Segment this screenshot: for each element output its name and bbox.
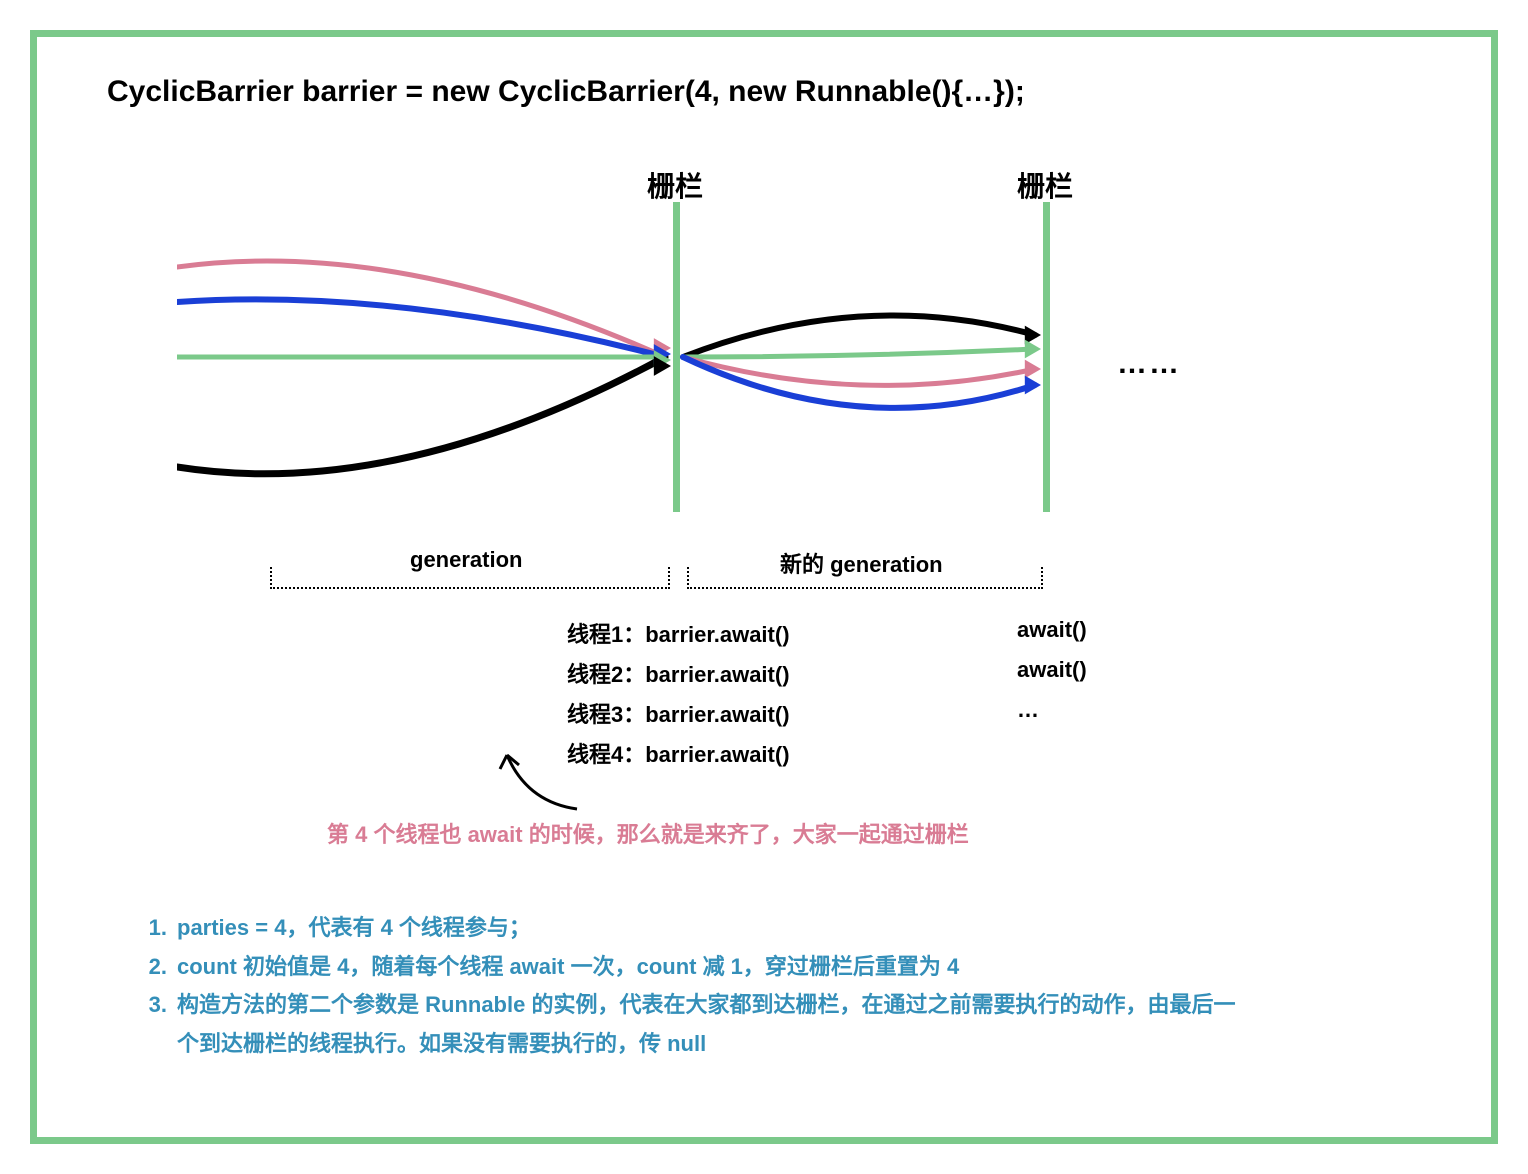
explanation-text: 构造方法的第二个参数是 Runnable 的实例，代表在大家都到达栅栏，在通过之… bbox=[177, 986, 1237, 1063]
barrier-label-1: 栅栏 bbox=[647, 165, 703, 205]
thread-await-row: 线程1：barrier.await() bbox=[567, 617, 790, 649]
explanation-list: 1.parties = 4，代表有 4 个线程参与；2.count 初始值是 4… bbox=[137, 909, 1237, 1063]
explanation-number: 3. bbox=[137, 986, 177, 1063]
explanation-item: 2.count 初始值是 4，随着每个线程 await 一次，count 减 1… bbox=[137, 948, 1237, 987]
await-col2-item: … bbox=[1017, 697, 1039, 723]
explanation-number: 2. bbox=[137, 948, 177, 987]
thread-await-row: 线程4：barrier.await() bbox=[567, 737, 790, 769]
note-arrow bbox=[497, 747, 587, 817]
explanation-number: 1. bbox=[137, 909, 177, 948]
thread-await-row: 线程2：barrier.await() bbox=[567, 657, 790, 689]
generation-label-2: 新的 generation bbox=[780, 547, 943, 579]
await-col2-item: await() bbox=[1017, 657, 1087, 683]
await-col2-item: await() bbox=[1017, 617, 1087, 643]
diagram-frame: CyclicBarrier barrier = new CyclicBarrie… bbox=[30, 30, 1498, 1144]
generation-label-1: generation bbox=[410, 547, 522, 573]
thread-await-row: 线程3：barrier.await() bbox=[567, 697, 790, 729]
explanation-text: count 初始值是 4，随着每个线程 await 一次，count 减 1，穿… bbox=[177, 948, 1237, 987]
explanation-text: parties = 4，代表有 4 个线程参与； bbox=[177, 909, 1237, 948]
barrier-label-2: 栅栏 bbox=[1017, 165, 1073, 205]
thread-curves-diagram bbox=[177, 207, 1097, 507]
code-title: CyclicBarrier barrier = new CyclicBarrie… bbox=[107, 75, 1025, 109]
explanation-item: 1.parties = 4，代表有 4 个线程参与； bbox=[137, 909, 1237, 948]
continuation-ellipsis: …… bbox=[1117, 347, 1181, 381]
explanation-item: 3.构造方法的第二个参数是 Runnable 的实例，代表在大家都到达栅栏，在通… bbox=[137, 986, 1237, 1063]
pink-annotation: 第 4 个线程也 await 的时候，那么就是来齐了，大家一起通过栅栏 bbox=[327, 817, 969, 849]
